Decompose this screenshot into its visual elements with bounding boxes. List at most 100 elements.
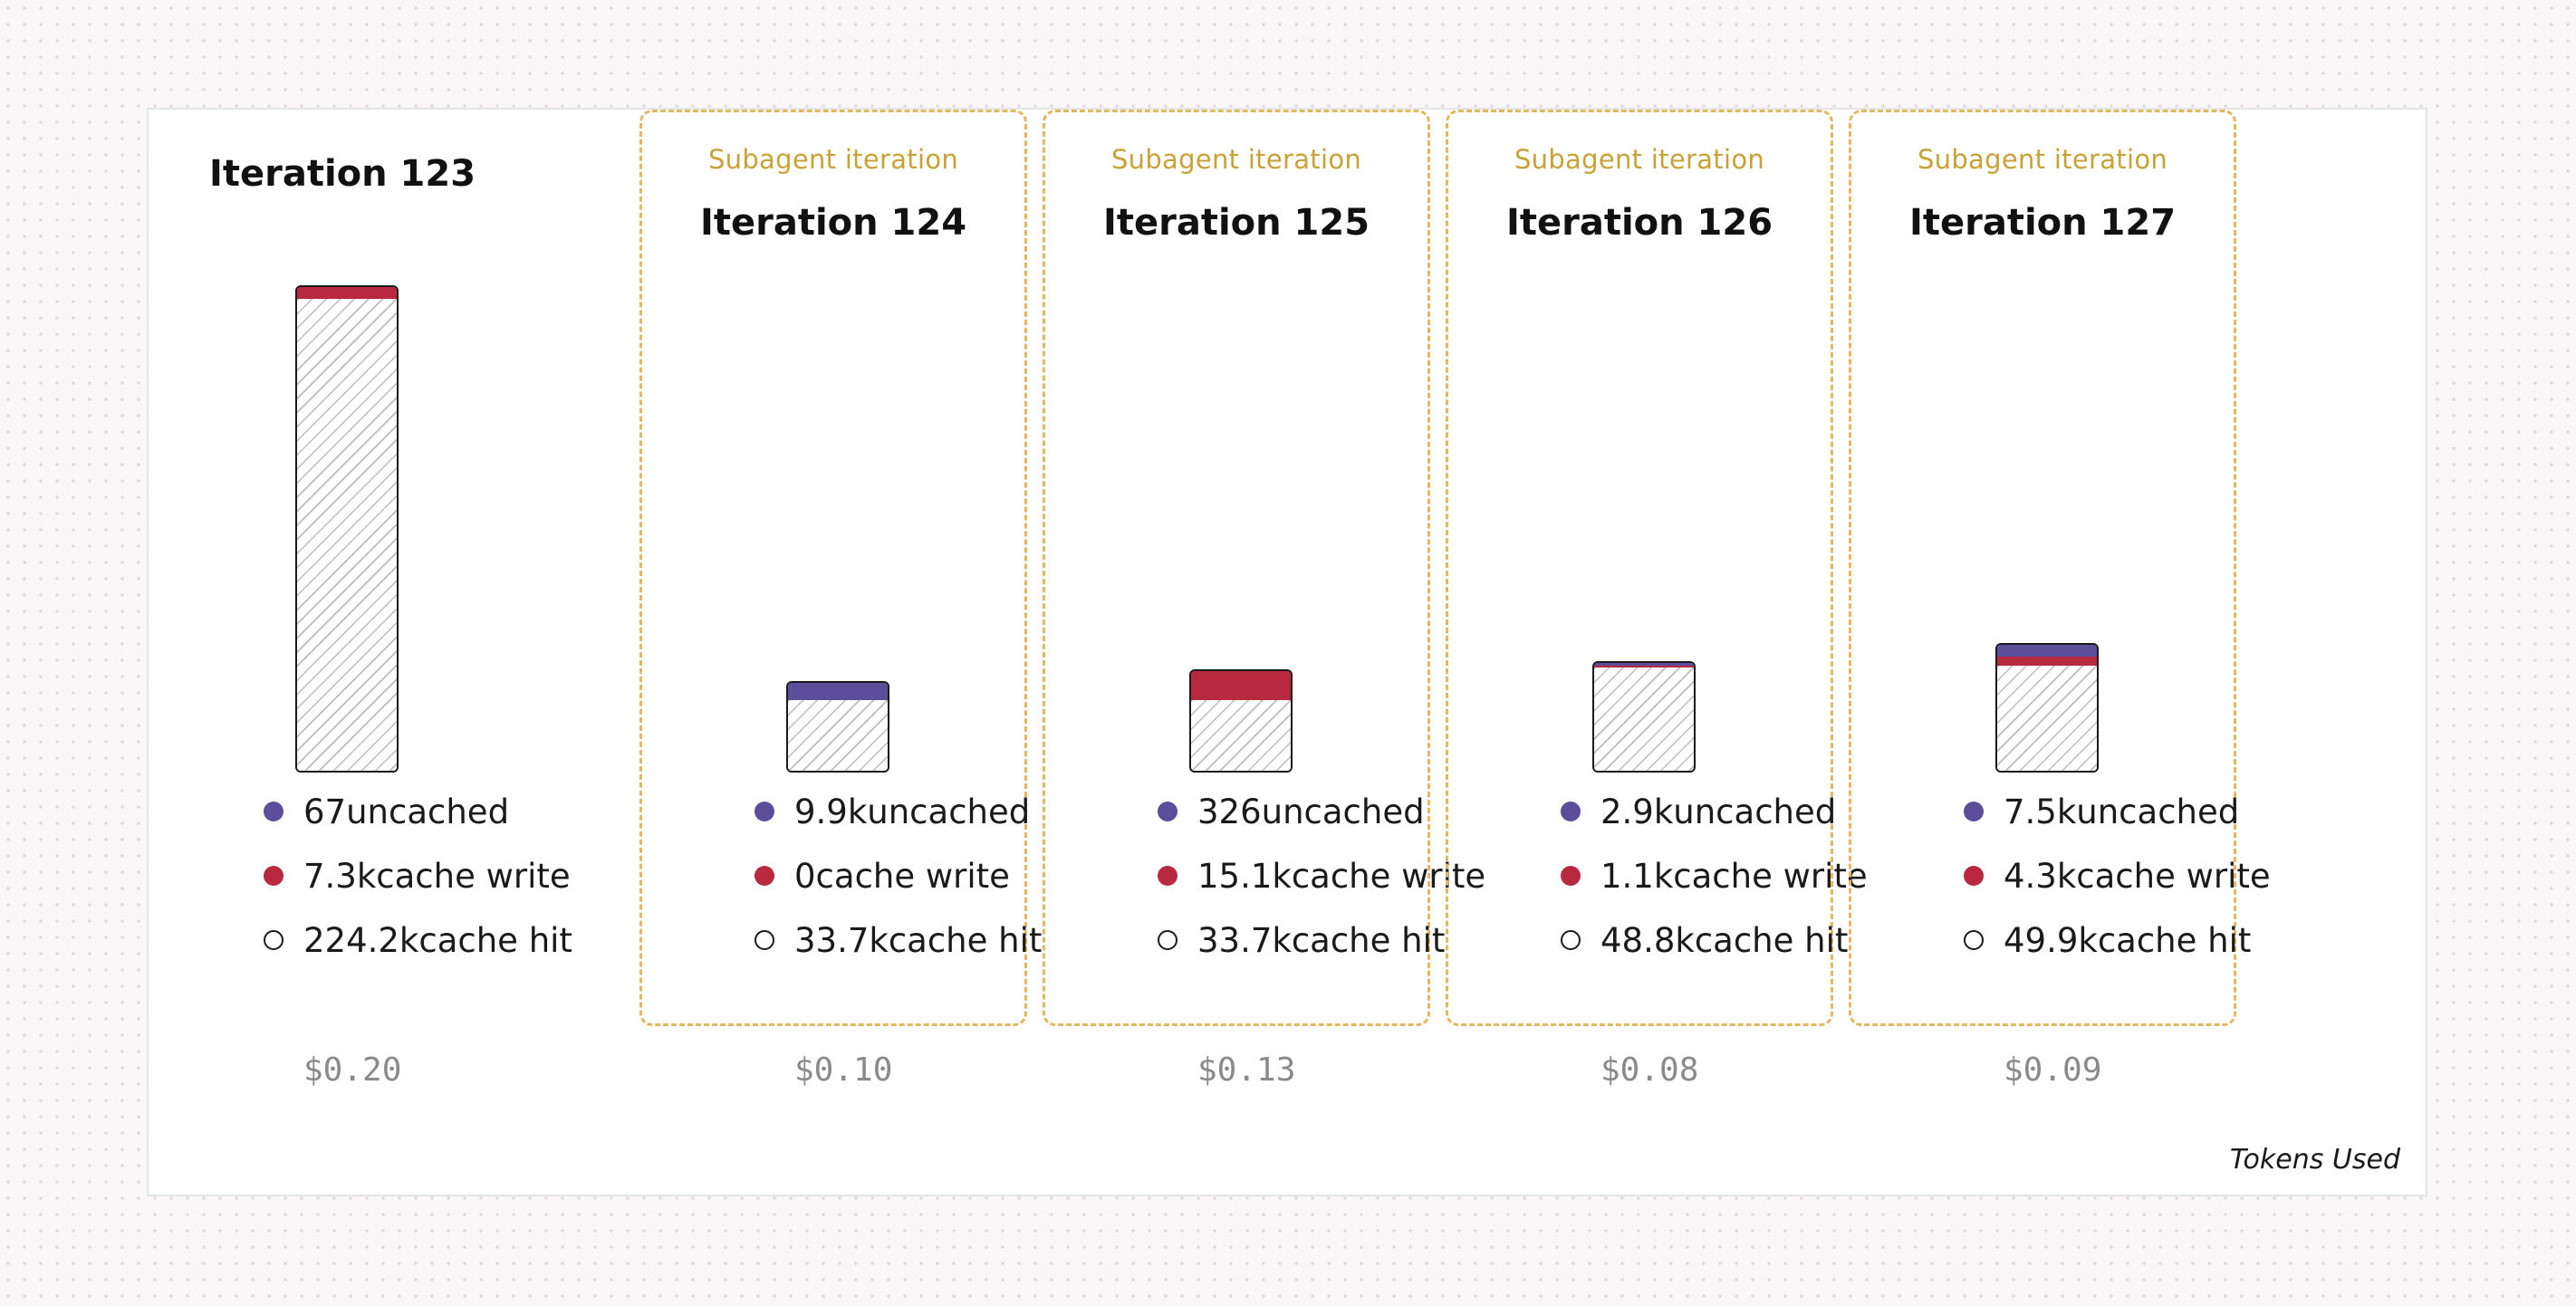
legend-item-uncached: 2.9k uncached: [1561, 790, 1836, 833]
legend-dot-uncached: [1561, 802, 1581, 821]
bar-segment-cache-hit: [1594, 667, 1694, 771]
legend-dot-uncached: [264, 802, 284, 821]
iteration-column: Subagent iteration Iteration 125 326 uncac…: [1043, 110, 1485, 1198]
legend-dot-cache-write: [264, 866, 284, 886]
bar-segment-uncached: [1997, 645, 2097, 658]
legend-dot-cache-hit: [1561, 930, 1581, 950]
legend-item-uncached: 7.5k uncached: [1964, 790, 2239, 833]
legend-item-cache-hit: 33.7k cache hit: [1158, 918, 1445, 962]
bar-segment-cache-write: [1997, 657, 2097, 667]
legend-item-uncached: 67 uncached: [264, 790, 509, 833]
legend-series-name: cache hit: [1694, 920, 1849, 960]
legend-dot-cache-hit: [1158, 930, 1177, 950]
bar-segment-cache-write: [297, 287, 397, 300]
iteration-title: Iteration 125: [1102, 202, 1370, 244]
legend-item-cache-hit: 49.9k cache hit: [1964, 918, 2251, 962]
iteration-column: Subagent iteration Iteration 126 2.9k unca…: [1446, 110, 1868, 1198]
legend-value: 0: [794, 856, 816, 896]
bar-segment-uncached: [1594, 663, 1694, 666]
legend-value: 33.7k: [1197, 920, 1292, 960]
legend-item-cache-hit: 48.8k cache hit: [1561, 918, 1848, 962]
stacked-bar: [1995, 643, 2099, 773]
bar-segment-cache-write: [1191, 671, 1291, 700]
legend-item-uncached: 9.9k uncached: [755, 790, 1030, 833]
stacked-bar: [1592, 661, 1696, 773]
iteration-cost: $0.10: [794, 1052, 893, 1089]
legend-dot-uncached: [755, 802, 774, 821]
legend-value: 15.1k: [1197, 856, 1292, 896]
legend-dot-cache-write: [1964, 866, 1984, 886]
stacked-bar: [295, 285, 399, 773]
subagent-label: Subagent iteration: [707, 144, 959, 175]
stacked-bar: [786, 681, 889, 773]
iteration-column: Iteration 123 67 uncached 7.3k cache write…: [149, 110, 572, 1198]
iteration-title: Iteration 127: [1908, 202, 2177, 244]
legend-value: 7.3k: [303, 856, 377, 896]
legend-value: 49.9k: [2004, 920, 2098, 960]
iteration-title: Iteration 126: [1505, 202, 1773, 244]
legend-item-cache-write: 15.1k cache write: [1158, 854, 1485, 898]
legend-value: 224.2k: [303, 920, 419, 960]
subagent-panel: [1446, 110, 1833, 1026]
legend-series-name: uncached: [867, 792, 1031, 831]
legend-series-name: cache hit: [888, 920, 1043, 960]
legend-dot-uncached: [1158, 802, 1177, 821]
legend-item-cache-write: 7.3k cache write: [264, 854, 571, 898]
legend-series-name: cache hit: [2097, 920, 2252, 960]
legend-dot-cache-hit: [755, 930, 774, 950]
iteration-title: Iteration 124: [699, 202, 967, 244]
iteration-cost: $0.20: [303, 1052, 402, 1089]
legend-series-name: uncached: [1261, 792, 1425, 831]
legend-dot-cache-hit: [264, 930, 284, 950]
legend-item-cache-write: 0 cache write: [755, 854, 1010, 898]
iteration-column: Subagent iteration Iteration 127 7.5k unca…: [1849, 110, 2271, 1198]
subagent-label: Subagent iteration: [1917, 144, 2168, 175]
stacked-bar: [1189, 669, 1293, 773]
subagent-panel: [1849, 110, 2236, 1026]
legend-series-name: uncached: [346, 792, 510, 831]
legend-series-name: cache write: [815, 856, 1010, 896]
legend-value: 33.7k: [794, 920, 889, 960]
legend-series-name: uncached: [1673, 792, 1837, 831]
iteration-cost: $0.09: [2004, 1052, 2102, 1089]
bar-segment-cache-hit: [788, 699, 888, 771]
legend-value: 1.1k: [1600, 856, 1674, 896]
iteration-cost: $0.13: [1197, 1052, 1296, 1089]
legend-series-name: cache hit: [418, 920, 572, 960]
chart-card: Iteration 123 67 uncached 7.3k cache write…: [147, 108, 2427, 1196]
legend-series-name: cache hit: [1291, 920, 1446, 960]
subagent-panel: [639, 110, 1027, 1026]
legend-series-name: cache write: [1673, 856, 1868, 896]
chart-label: Tokens Used: [2229, 1144, 2400, 1176]
legend-item-cache-hit: 33.7k cache hit: [755, 918, 1042, 962]
legend-series-name: cache write: [1291, 856, 1486, 896]
iteration-column: Subagent iteration Iteration 124 9.9k unca…: [639, 110, 1042, 1198]
legend-item-cache-write: 4.3k cache write: [1964, 854, 2271, 898]
legend-series-name: cache write: [376, 856, 571, 896]
legend-value: 48.8k: [1600, 920, 1695, 960]
subagent-panel: [1043, 110, 1430, 1026]
legend-dot-cache-hit: [1964, 930, 1984, 950]
legend-dot-uncached: [1964, 802, 1984, 821]
legend-item-cache-hit: 224.2k cache hit: [264, 918, 572, 962]
legend-dot-cache-write: [1158, 866, 1177, 886]
iteration-cost: $0.08: [1600, 1052, 1699, 1089]
legend-value: 7.5k: [2004, 792, 2077, 831]
legend-value: 9.9k: [794, 792, 868, 831]
bar-segment-uncached: [788, 683, 888, 700]
legend-dot-cache-write: [755, 866, 774, 886]
subagent-label: Subagent iteration: [1110, 144, 1362, 175]
bar-segment-cache-hit: [1997, 666, 2097, 771]
legend-dot-cache-write: [1561, 866, 1581, 886]
legend-value: 4.3k: [2004, 856, 2077, 896]
bar-segment-cache-hit: [1191, 699, 1291, 771]
legend-value: 326: [1197, 792, 1262, 831]
bar-segment-cache-write: [1594, 665, 1694, 668]
legend-item-uncached: 326 uncached: [1158, 790, 1425, 833]
legend-item-cache-write: 1.1k cache write: [1561, 854, 1868, 898]
legend-value: 2.9k: [1600, 792, 1674, 831]
bar-segment-cache-hit: [297, 299, 397, 771]
subagent-label: Subagent iteration: [1514, 144, 1765, 175]
legend-series-name: cache write: [2076, 856, 2271, 896]
iteration-title: Iteration 123: [208, 153, 476, 195]
